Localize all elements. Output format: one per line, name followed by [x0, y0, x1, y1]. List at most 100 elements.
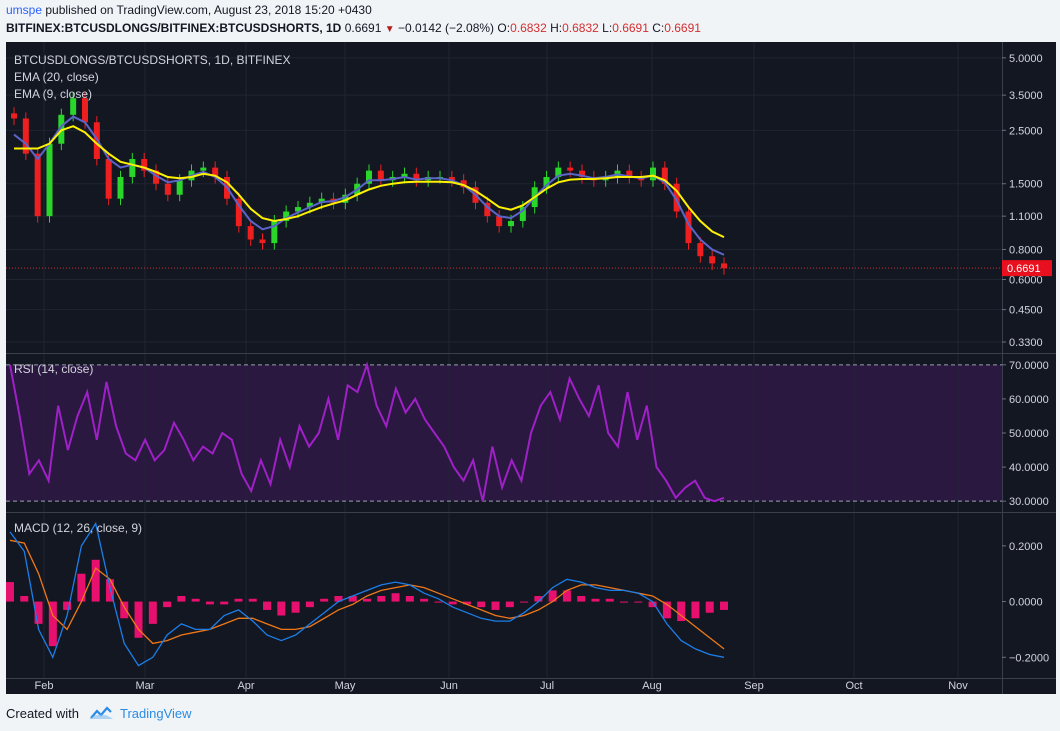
y-tick-label: 40.0000 [1009, 462, 1049, 474]
macd-histogram-bar [263, 601, 272, 610]
last-price-tag [1002, 260, 1052, 277]
candle-body [377, 170, 384, 181]
macd-histogram-bar [6, 582, 14, 602]
macd-pane [6, 521, 728, 667]
price-change: −0.0142 (−2.08%) [397, 21, 495, 35]
rsi-pane-title: RSI (14, close) [14, 362, 93, 376]
macd-histogram-bar [320, 598, 329, 602]
macd-histogram-bar [391, 593, 400, 602]
candle-body [318, 198, 325, 203]
candle-body [70, 98, 77, 115]
candle-body [579, 170, 585, 177]
close-value: 0.6691 [664, 21, 701, 35]
low-label: L: [602, 21, 613, 35]
candle-body [709, 256, 716, 264]
macd-histogram-bar [634, 601, 643, 603]
candle-body [342, 194, 349, 203]
author-link[interactable]: umspe [6, 3, 43, 17]
y-tick-label: 2.5000 [1009, 125, 1043, 137]
symbol-line: BITFINEX:BTCUSDLONGS/BITFINEX:BTCUSDSHOR… [6, 21, 701, 35]
rsi-line [9, 361, 725, 503]
macd-histogram-bar [191, 598, 200, 602]
candle-body [271, 221, 278, 244]
y-tick-label: 0.6000 [1009, 275, 1043, 287]
y-tick-label: 0.0000 [1009, 597, 1043, 609]
macd-histogram-bar [63, 601, 72, 610]
macd-histogram-bar [477, 601, 486, 608]
candle-body [460, 180, 467, 188]
close-label: C: [652, 21, 665, 35]
candle-body [164, 183, 171, 195]
candle-body [212, 167, 219, 177]
macd-histogram-bar [434, 601, 443, 603]
candle-body [34, 153, 41, 217]
pane-labels: BTCUSDLONGS/BTCUSDSHORTS, 1D, BITFINEX E… [14, 53, 291, 535]
macd-histogram-bar [591, 598, 600, 602]
macd-histogram-bar [163, 601, 172, 608]
y-tick-label: 0.2000 [1009, 541, 1043, 553]
candle-body [555, 167, 562, 177]
candle-body [306, 202, 313, 208]
candle-body [721, 263, 727, 269]
candle-body [413, 173, 420, 181]
candle-body [82, 98, 88, 123]
macd-histogram-bar [377, 596, 386, 602]
x-tick-label: Aug [642, 680, 662, 692]
macd-histogram-bar [34, 601, 43, 624]
candle-body [567, 167, 574, 171]
candle-body [673, 183, 680, 212]
macd-histogram-bar [205, 601, 214, 605]
macd-histogram-bar [491, 601, 500, 610]
macd-histogram-bar [720, 601, 728, 610]
macd-histogram-bar [605, 598, 614, 602]
candle-body [401, 173, 408, 177]
macd-histogram-bar [91, 559, 100, 602]
created-with-text: Created with [6, 706, 79, 721]
macd-histogram-bar [462, 601, 471, 605]
candle-body [259, 239, 266, 244]
macd-histogram-bar [134, 601, 143, 638]
candle-body [46, 143, 53, 217]
axes: Feb Mar Apr May Jun Jul Aug Sep Oct Nov 5.0000 3.50… [6, 42, 1056, 694]
x-tick-label: May [335, 680, 356, 692]
price-pane-title: BTCUSDLONGS/BTCUSDSHORTS, 1D, BITFINEX [14, 53, 291, 67]
symbol-title: BITFINEX:BTCUSDLONGS/BITFINEX:BTCUSDSHOR… [6, 21, 342, 35]
rsi-band [6, 365, 1002, 501]
candle-body [496, 216, 503, 227]
chart-canvas[interactable]: Feb Mar Apr May Jun Jul Aug Sep Oct Nov 5.0000 3.50… [6, 42, 1056, 694]
macd-histogram-bar [77, 573, 86, 602]
candle-body [508, 221, 514, 227]
rsi-pane [6, 361, 1002, 503]
candle-body [22, 118, 29, 154]
tradingview-link[interactable]: TradingView [120, 706, 192, 721]
macd-histogram-bar [405, 596, 414, 602]
y-tick-label: 0.3300 [1009, 337, 1043, 349]
macd-histogram-bar [234, 598, 243, 602]
candle-body [519, 207, 526, 222]
grid [6, 42, 1002, 678]
y-tick-label: 60.0000 [1009, 394, 1049, 406]
macd-histogram-bar [20, 596, 29, 602]
candle-body [11, 113, 17, 119]
macd-histogram-bar [577, 596, 586, 602]
macd-histogram-bar [305, 601, 314, 608]
macd-histogram-bar [548, 590, 557, 602]
candle-body [661, 167, 668, 184]
y-tick-label: 1.1000 [1009, 211, 1043, 223]
candle-body [626, 170, 633, 177]
macd-histogram-bar [448, 601, 457, 605]
candle-body [295, 207, 301, 212]
y-tick-label: 1.5000 [1009, 179, 1043, 191]
y-tick-label: 5.0000 [1009, 53, 1043, 65]
last-price: 0.6691 [344, 21, 382, 35]
macd-histogram-bar [48, 601, 57, 647]
x-tick-label: Feb [35, 680, 54, 692]
candle-body [448, 176, 455, 181]
candle-body [543, 176, 550, 188]
macd-histogram-bar [348, 596, 357, 602]
ema9-legend: EMA (9, close) [14, 87, 92, 101]
macd-histogram-bar [220, 601, 229, 605]
macd-histogram-bar [705, 601, 714, 613]
publish-info: published on TradingView.com, August 23,… [45, 3, 372, 17]
x-tick-label: Nov [948, 680, 968, 692]
